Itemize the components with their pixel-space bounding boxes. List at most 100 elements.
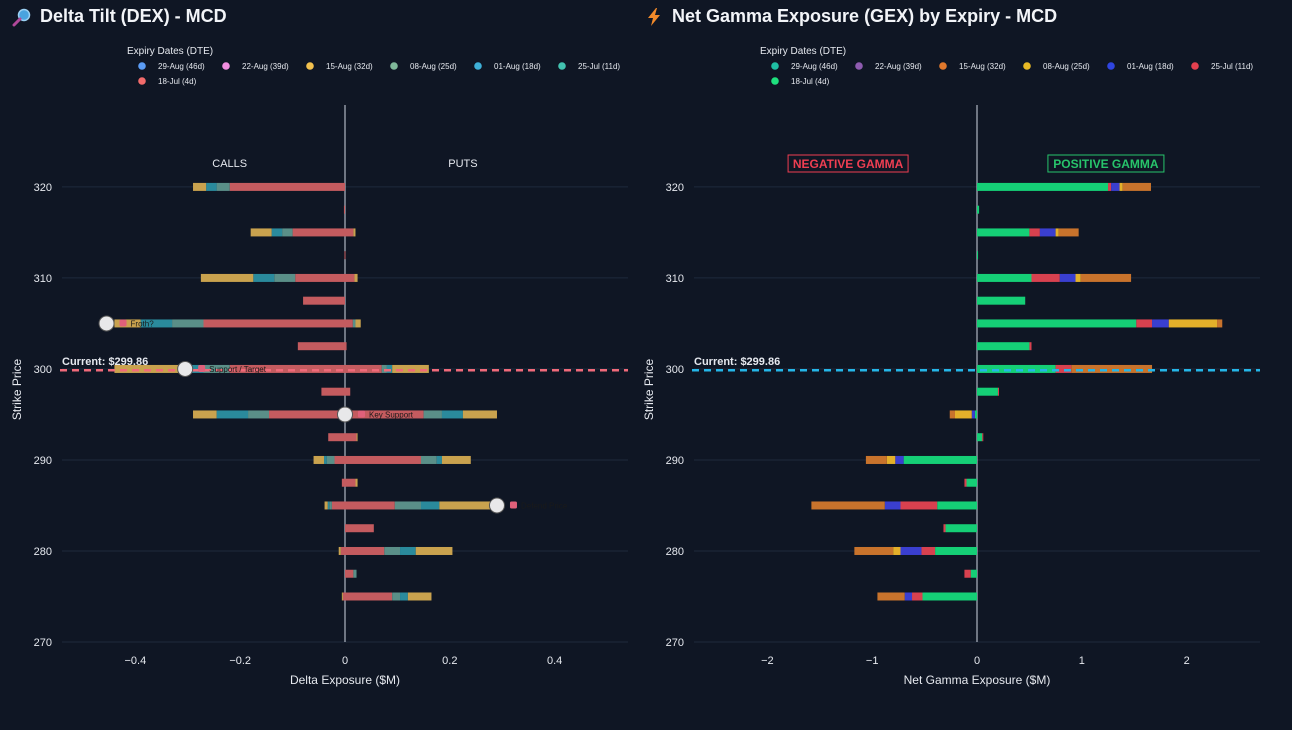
- x-tick-label: 0: [974, 655, 980, 667]
- put-bar-segment: [392, 592, 401, 601]
- y-axis-label: Strike Price: [10, 359, 24, 421]
- put-bar-segment: [381, 364, 387, 373]
- gex-bar-segment: [1122, 182, 1151, 191]
- gex-bar-segment: [1039, 228, 1056, 237]
- legend-item-label: 08-Aug (25d): [410, 62, 457, 71]
- legend-swatch: [138, 62, 146, 70]
- dex-title-text: Delta Tilt (DEX) - MCD: [40, 6, 227, 26]
- gex-panel: Net Gamma Exposure (GEX) by Expiry - MCD…: [632, 0, 1278, 730]
- y-tick-label: 310: [666, 273, 684, 285]
- call-bar-segment: [200, 273, 254, 282]
- call-bar-segment: [292, 228, 345, 237]
- legend-item-label: 15-Aug (32d): [326, 62, 373, 71]
- gex-bar-segment: [1108, 182, 1112, 191]
- gex-bar-segment: [966, 478, 977, 487]
- legend-swatch: [138, 77, 146, 85]
- put-bar-segment: [384, 546, 401, 555]
- call-bar-segment: [295, 273, 345, 282]
- x-tick-label: 0: [342, 655, 348, 667]
- put-bar-segment: [394, 501, 421, 510]
- legend-swatch: [771, 62, 779, 70]
- dex-chart: Expiry Dates (DTE) 29-Aug (46d) 22-Aug (39…: [10, 46, 628, 687]
- call-bar-segment: [334, 455, 345, 464]
- y-tick-label: 320: [666, 182, 684, 194]
- call-bar-segment: [341, 478, 345, 487]
- gex-bar-segment: [921, 546, 936, 555]
- put-bar-segment: [345, 342, 347, 351]
- x-tick-label: 0.2: [442, 655, 457, 667]
- put-bar-segment: [439, 501, 492, 510]
- gex-bar-segment: [1055, 228, 1059, 237]
- call-bar-segment: [203, 319, 345, 328]
- puts-label: PUTS: [448, 158, 477, 170]
- legend-item-label: 25-Jul (11d): [1211, 62, 1253, 71]
- gex-bar-segment: [895, 455, 904, 464]
- call-bar-segment: [326, 455, 335, 464]
- legend-item-label: 18-Jul (4d): [791, 77, 830, 86]
- gex-chart: Expiry Dates (DTE) 29-Aug (46d) 22-Aug (39…: [642, 46, 1260, 687]
- gex-bar-segment: [982, 433, 984, 442]
- call-bar-segment: [271, 228, 283, 237]
- put-bar-segment: [345, 410, 424, 419]
- call-bar-segment: [327, 501, 330, 510]
- gex-bar-segment: [964, 478, 967, 487]
- gex-bar-segment: [1075, 273, 1081, 282]
- y-tick-label: 290: [666, 455, 684, 467]
- gex-bar-segment: [1059, 273, 1076, 282]
- gex-bar-segment: [904, 592, 913, 601]
- put-bar-segment: [345, 478, 356, 487]
- annotation-marker: [488, 497, 505, 514]
- call-bar-segment: [193, 182, 207, 191]
- current-price-label: Current: $299.86: [62, 356, 148, 368]
- gex-title-text: Net Gamma Exposure (GEX) by Expiry - MCD: [672, 6, 1058, 26]
- gex-bar-segment: [949, 410, 955, 419]
- legend-swatch: [474, 62, 482, 70]
- gex-bar-segment: [1029, 342, 1032, 351]
- y-axis-label: Strike Price: [642, 359, 656, 421]
- legend-swatch: [390, 62, 398, 70]
- gex-bar-segment: [1119, 182, 1123, 191]
- negative-gamma-label: NEGATIVE GAMMA: [793, 157, 904, 171]
- gex-bar-segment: [1071, 364, 1153, 373]
- dex-panel: Delta Tilt (DEX) - MCD Expiry Dates (DTE…: [10, 6, 628, 687]
- put-bar-segment: [345, 592, 393, 601]
- legend-item-label: 29-Aug (46d): [791, 62, 838, 71]
- put-bar-segment: [386, 364, 393, 373]
- gex-bar-segment: [977, 251, 979, 260]
- x-tick-label: −0.4: [125, 655, 147, 667]
- put-bar-segment: [415, 546, 453, 555]
- gex-bar-segment: [900, 501, 938, 510]
- y-tick-label: 310: [34, 273, 52, 285]
- legend-swatch: [1191, 62, 1199, 70]
- y-tick-label: 280: [666, 546, 684, 558]
- x-tick-label: 2: [1184, 655, 1190, 667]
- call-bar-segment: [229, 182, 345, 191]
- gex-bar-segment: [886, 455, 896, 464]
- call-bar-segment: [343, 205, 345, 214]
- legend-item-label: 08-Aug (25d): [1043, 62, 1090, 71]
- x-tick-label: 1: [1079, 655, 1085, 667]
- put-bar-segment: [345, 546, 385, 555]
- put-bar-segment: [345, 273, 355, 282]
- call-bar-segment: [324, 455, 327, 464]
- legend-swatch: [306, 62, 314, 70]
- call-bar-segment: [342, 592, 345, 601]
- put-bar-segment: [345, 364, 382, 373]
- gex-bar-segment: [912, 592, 923, 601]
- legend-item-label: 22-Aug (39d): [242, 62, 289, 71]
- gex-bar-segment: [977, 205, 980, 214]
- gex-bar-segment: [922, 592, 977, 601]
- call-bar-segment: [297, 342, 345, 351]
- call-bar-segment: [338, 546, 341, 555]
- call-bar-segment: [324, 501, 328, 510]
- put-bar-segment: [392, 364, 429, 373]
- annotation-marker: [177, 360, 194, 377]
- gex-bar-segment: [945, 524, 977, 533]
- x-axis-label: Delta Exposure ($M): [290, 673, 400, 687]
- calls-label: CALLS: [212, 158, 247, 170]
- gex-bar-segment: [974, 410, 977, 419]
- gex-bar-segment: [865, 455, 887, 464]
- negative-gamma-box: [787, 154, 909, 173]
- y-tick-label: 290: [34, 455, 52, 467]
- y-tick-label: 300: [666, 364, 684, 376]
